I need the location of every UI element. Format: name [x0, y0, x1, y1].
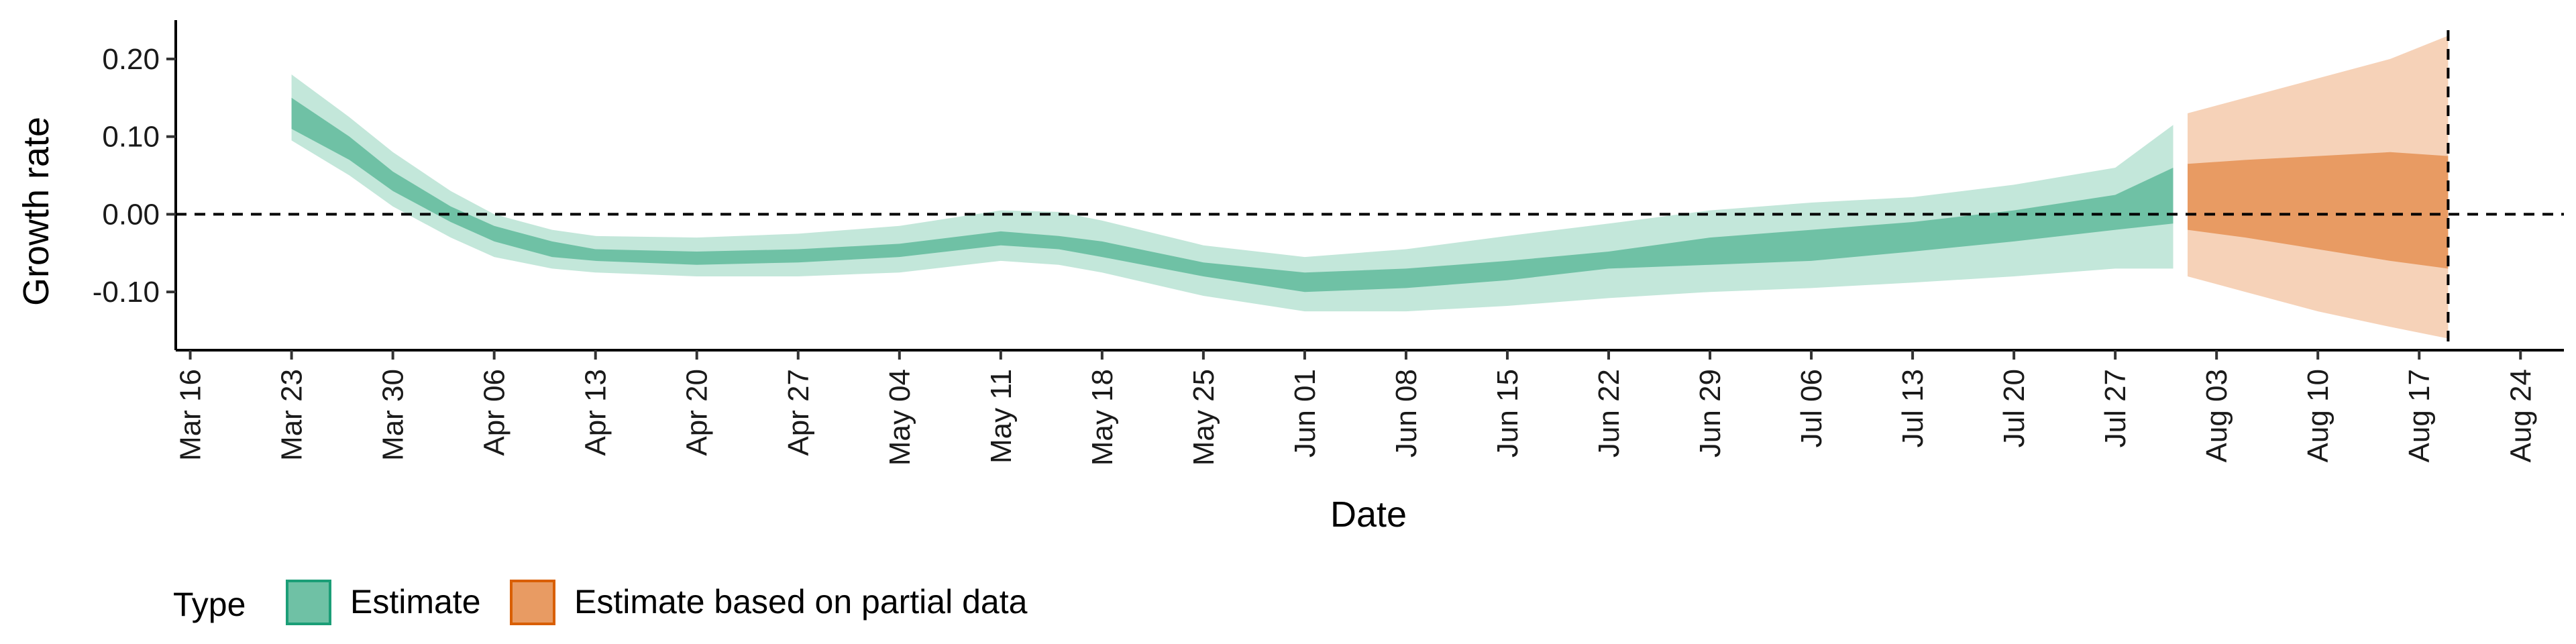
x-tick-label: Apr 27: [782, 369, 815, 456]
x-tick-label: Jun 01: [1289, 369, 1322, 458]
x-tick-label: May 18: [1086, 369, 1119, 466]
x-tick-label: Aug 03: [2200, 369, 2233, 462]
x-axis-title: Date: [1330, 494, 1407, 535]
reference-lines: [176, 30, 2564, 350]
y-axis-title: Growth rate: [16, 117, 56, 306]
x-tick-label: May 25: [1187, 369, 1220, 466]
ribbon-layer: [291, 36, 2449, 339]
x-tick-label: Mar 30: [377, 369, 410, 461]
estimate-inner-band: [291, 97, 2174, 292]
x-tick-label: Aug 24: [2504, 369, 2537, 462]
axes-layer: 0.20 0.10 0.00 -0.10 Mar 16 Mar 23 Mar 30 Apr 0…: [93, 20, 2564, 466]
x-tick-label: May 11: [985, 369, 1018, 464]
x-tick-label: May 04: [883, 369, 916, 466]
x-tick-label: Jun 15: [1491, 369, 1524, 458]
x-tick-label: Apr 06: [478, 369, 511, 456]
x-tick-label: Aug 17: [2403, 369, 2436, 462]
legend-label: Estimate: [350, 583, 481, 621]
x-tick-label: Mar 23: [276, 369, 309, 461]
legend-label: Estimate based on partial data: [574, 583, 1028, 621]
estimate-based-on-partial-data-inner-band: [2188, 152, 2449, 269]
x-tick-label: Jun 29: [1694, 369, 1727, 458]
x-tick-label: Mar 16: [174, 369, 207, 461]
legend-swatch: [510, 580, 555, 625]
x-tick-label: Jul 13: [1896, 369, 1929, 447]
x-tick-label: Jun 08: [1390, 369, 1423, 458]
y-tick-label: 0.20: [102, 43, 160, 76]
y-tick-label: 0.10: [102, 121, 160, 154]
x-tick-label: Jun 22: [1593, 369, 1625, 458]
x-tick-label: Jul 06: [1795, 369, 1828, 447]
x-tick-label: Jul 27: [2099, 369, 2132, 447]
y-tick-label: 0.00: [102, 198, 160, 231]
x-tick-label: Aug 10: [2302, 369, 2334, 462]
legend-title: Type: [173, 586, 246, 623]
legend: Type Estimate Estimate based on partial da…: [173, 580, 1028, 625]
legend-swatch: [286, 580, 331, 625]
x-tick-label: Apr 20: [681, 369, 714, 456]
y-tick-label: -0.10: [93, 276, 160, 309]
x-tick-label: Jul 20: [1998, 369, 2031, 447]
x-tick-label: Apr 13: [580, 369, 612, 456]
